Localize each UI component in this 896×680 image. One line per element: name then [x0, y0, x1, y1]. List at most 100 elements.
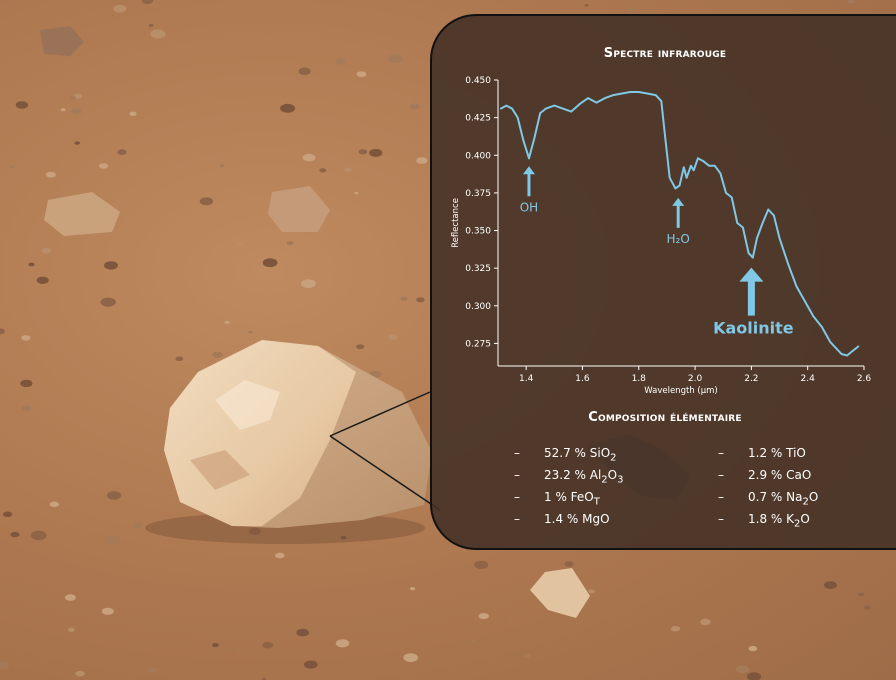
composition-formula: K: [786, 512, 794, 526]
pebble: [148, 667, 158, 673]
composition-item: – 1.8 % K2O: [718, 512, 810, 529]
data-point: [708, 164, 711, 167]
pebble: [301, 279, 316, 288]
pebble: [21, 405, 31, 412]
pebble: [262, 258, 278, 268]
composition-item: – 23.2 % Al2O3: [514, 468, 624, 485]
data-point: [533, 136, 536, 139]
data-point: [578, 103, 581, 105]
pebble: [0, 661, 9, 669]
data-point: [570, 110, 573, 113]
distant-rock: [268, 186, 330, 232]
composition-formula: SiO: [589, 446, 611, 460]
composition-dash: –: [718, 468, 724, 482]
pebble: [129, 111, 137, 117]
pebble: [30, 530, 47, 541]
y-tick-label: 0.400: [465, 151, 491, 161]
data-point: [678, 184, 681, 187]
composition-formula: Al: [589, 468, 602, 482]
absorption-annotation: OH: [520, 166, 538, 214]
composition-item: – 0.7 % Na2O: [718, 490, 818, 507]
pebble: [175, 356, 184, 362]
pebble: [248, 330, 253, 334]
x-ticks: 1.4 1.6 1.8 2.0 2.2 2.4 2.6: [519, 366, 871, 384]
data-point: [629, 91, 632, 93]
pebble: [356, 344, 365, 350]
composition-item: – 1.4 % MgO: [514, 512, 610, 526]
composition-dash: –: [514, 446, 520, 460]
pebble: [275, 552, 285, 559]
kaolinite-label: Kaolinite: [713, 319, 794, 338]
pebble: [117, 149, 127, 155]
data-point: [751, 256, 754, 259]
pebble: [388, 334, 398, 340]
pebble: [0, 328, 5, 335]
pebble: [2, 511, 13, 518]
pebble: [64, 594, 76, 601]
composition-formula: FeO: [570, 490, 594, 504]
data-point: [612, 94, 615, 96]
pebble: [298, 67, 311, 75]
pebble: [28, 262, 35, 267]
pebble: [224, 320, 230, 324]
annotation-label: H₂O: [667, 232, 690, 246]
data-point: [812, 315, 815, 318]
data-point: [846, 354, 848, 357]
pebble: [286, 241, 294, 246]
data-point: [697, 157, 699, 160]
pebble: [824, 581, 837, 589]
data-point: [725, 192, 727, 194]
data-point: [834, 347, 837, 349]
data-point: [787, 262, 789, 265]
pebble: [141, 0, 154, 4]
pebble: [670, 625, 681, 632]
data-point: [621, 92, 623, 95]
composition-dash: –: [514, 490, 520, 504]
pebble: [508, 620, 513, 623]
x-tick-label: 1.4: [519, 374, 534, 384]
pebble: [296, 628, 310, 637]
pebble: [262, 641, 274, 649]
pebble: [20, 379, 33, 388]
composition-formula: MgO: [582, 512, 610, 526]
composition-percent: 0.7 %: [748, 490, 787, 504]
pebble: [319, 168, 327, 173]
data-point: [646, 92, 649, 95]
formula-subscript: 2: [794, 518, 801, 530]
y-tick-label: 0.425: [465, 114, 491, 124]
data-point: [730, 196, 733, 199]
annotation-arrow-head: [739, 267, 764, 282]
pebble: [261, 677, 266, 680]
data-point: [736, 222, 739, 224]
data-point: [528, 157, 530, 160]
data-point: [587, 97, 589, 99]
pebble: [343, 167, 352, 173]
pebble: [356, 71, 367, 78]
data-point: [804, 300, 806, 303]
pebble: [60, 108, 66, 112]
pebble: [409, 103, 420, 110]
composition-dash: –: [718, 446, 724, 460]
pebble: [104, 261, 118, 270]
absorption-annotations: OH H₂O Kaolinite: [520, 166, 794, 338]
composition-title: Composition élémentaire: [588, 410, 742, 425]
pebble: [15, 101, 29, 109]
composition-formula: TiO: [786, 446, 806, 460]
pebble: [335, 639, 350, 648]
y-axis-label: Reflectance: [451, 198, 461, 248]
pebble: [106, 491, 122, 500]
pebble: [403, 653, 419, 662]
formula-subscript: 3: [617, 474, 624, 486]
pebble: [100, 297, 116, 307]
pebble: [237, 649, 241, 652]
y-tick-label: 0.300: [465, 302, 491, 312]
data-point: [516, 116, 519, 119]
formula-subscript: 2: [802, 496, 809, 508]
pebble: [303, 660, 318, 669]
distant-rock-top: [40, 26, 84, 56]
pebble: [150, 29, 166, 39]
pebble: [10, 531, 20, 538]
pebble: [219, 164, 225, 168]
pebble: [416, 157, 428, 164]
